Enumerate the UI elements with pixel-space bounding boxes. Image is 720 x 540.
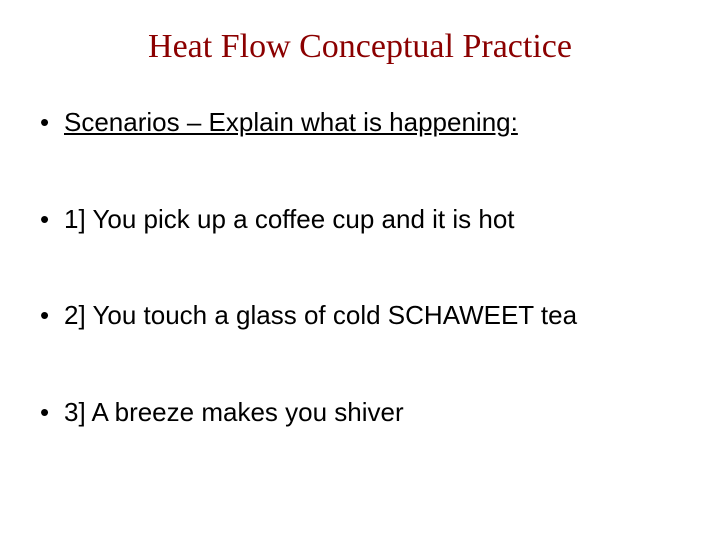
list-item: Scenarios – Explain what is happening: (36, 106, 684, 139)
bullet-text: 1] You pick up a coffee cup and it is ho… (64, 204, 515, 234)
bullet-text: 2] You touch a glass of cold SCHAWEET te… (64, 300, 577, 330)
bullet-text: Scenarios – Explain what is happening: (64, 107, 518, 137)
slide-title: Heat Flow Conceptual Practice (36, 28, 684, 66)
bullet-list: Scenarios – Explain what is happening: 1… (36, 106, 684, 428)
list-item: 2] You touch a glass of cold SCHAWEET te… (36, 299, 684, 332)
bullet-text: 3] A breeze makes you shiver (64, 397, 404, 427)
slide: Heat Flow Conceptual Practice Scenarios … (0, 0, 720, 540)
list-item: 3] A breeze makes you shiver (36, 396, 684, 429)
list-item: 1] You pick up a coffee cup and it is ho… (36, 203, 684, 236)
